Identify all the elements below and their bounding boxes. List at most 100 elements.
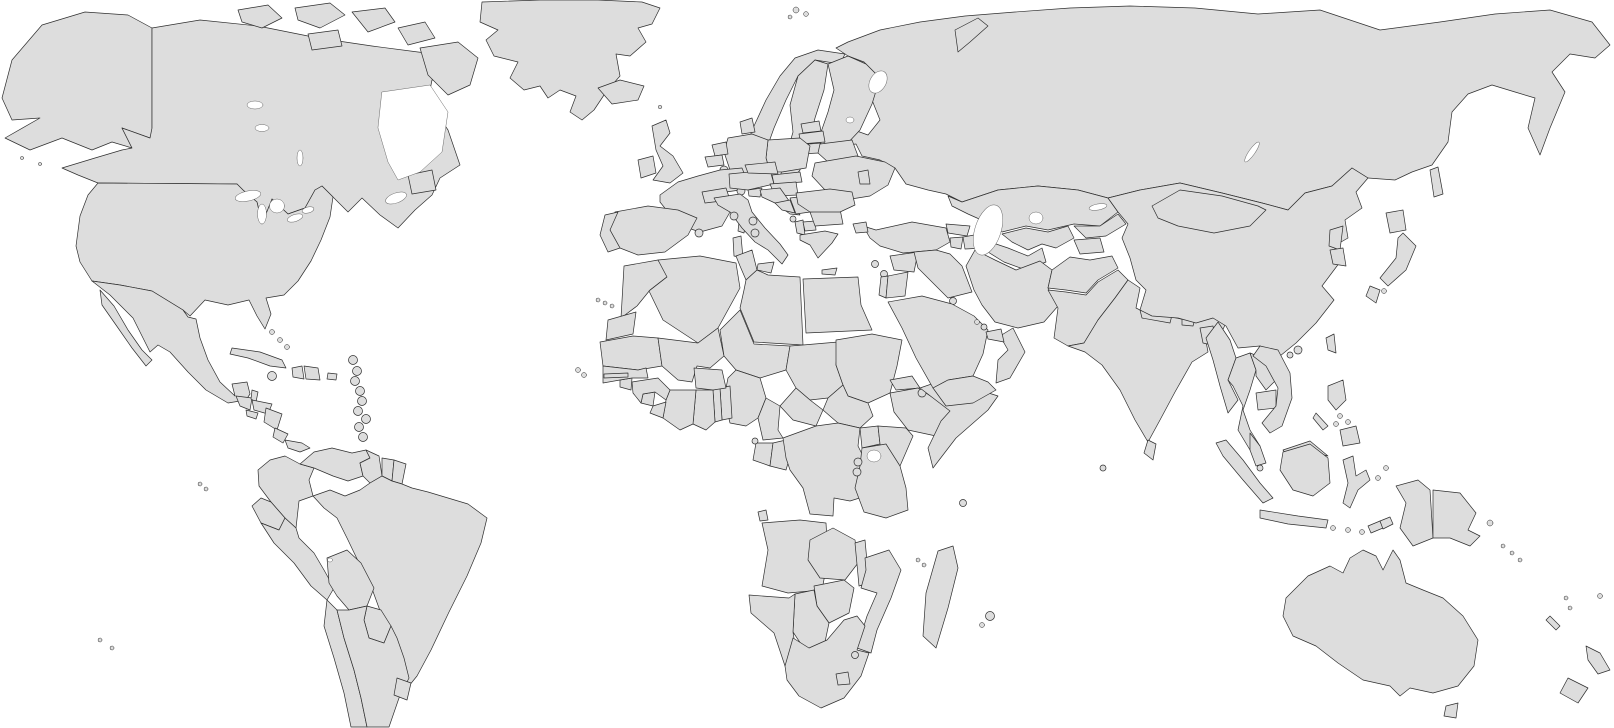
country-slovenia[interactable] [747,187,763,198]
country-south-africa[interactable] [784,615,870,709]
country-mali[interactable] [657,327,725,383]
svalbard[interactable] [787,14,793,20]
country-zambia[interactable] [807,527,859,581]
country-united-kingdom[interactable] [651,119,684,184]
country-moldova[interactable] [857,169,871,185]
marker-andorra[interactable] [694,228,704,238]
novaya-zemlya[interactable] [954,17,989,53]
marker-hong-kong[interactable] [1293,345,1303,355]
marker-montenegro[interactable] [789,215,797,223]
philippines-mindanao[interactable] [1339,425,1361,447]
country-guinea[interactable] [631,377,671,404]
country-dominican-republic[interactable] [303,365,321,381]
country-gambia[interactable] [603,372,629,379]
country-armenia[interactable] [949,236,964,250]
marker-seychelles[interactable] [959,499,967,507]
country-uae[interactable] [985,328,1005,343]
country-panama[interactable] [284,439,311,453]
country-taiwan[interactable] [1325,333,1337,354]
country-iraq[interactable] [913,249,973,299]
marker-bahrain[interactable] [974,319,980,325]
crete[interactable] [821,267,838,276]
country-mauritania[interactable] [599,335,663,371]
country-russia[interactable] [825,5,1611,211]
marker-martinique[interactable] [355,386,365,396]
japan-honshu[interactable] [1379,232,1417,287]
indonesia-kalimantan[interactable] [1279,443,1331,497]
marker-cape-verde[interactable] [575,367,581,373]
country-guyana[interactable] [359,449,383,484]
tasmania[interactable] [1443,702,1459,719]
marker-dominica[interactable] [352,366,362,376]
country-north-macedonia[interactable] [802,220,817,232]
country-ireland[interactable] [637,155,657,179]
country-el-salvador[interactable] [245,409,259,420]
marker-grenada[interactable] [354,422,364,432]
marker-equatorial-guinea[interactable] [751,437,759,445]
banks-island[interactable] [307,29,343,51]
newfoundland[interactable] [407,169,437,195]
marker-jamaica[interactable] [267,371,277,381]
marker-st-vincent[interactable] [353,406,363,416]
country-greenland[interactable] [479,0,661,121]
marker-solomon-islands[interactable] [1517,557,1523,563]
philippines-visayas[interactable] [1333,421,1339,427]
country-portugal[interactable] [599,211,621,253]
country-peru[interactable] [260,517,335,601]
country-uruguay[interactable] [393,677,412,701]
aleutian-islands[interactable] [38,162,42,166]
country-nigeria[interactable] [723,369,767,427]
country-syria[interactable] [889,251,919,273]
marker-vanuatu[interactable] [1567,605,1573,611]
country-netherlands[interactable] [711,141,729,157]
country-turkmenistan[interactable] [983,239,1047,271]
country-papua-new-guinea[interactable] [1432,489,1481,547]
japan-hokkaido[interactable] [1385,209,1407,234]
marker-qatar[interactable] [980,323,988,331]
country-greece[interactable] [799,230,839,259]
japan-kyushu[interactable] [1365,285,1381,304]
indonesia-papua[interactable] [1395,479,1434,547]
marker-macau[interactable] [1286,351,1294,359]
indonesia-moluccas[interactable] [1383,465,1389,471]
canary-islands[interactable] [602,300,608,306]
country-haiti[interactable] [291,365,305,380]
turkey-thrace[interactable] [852,221,869,234]
country-afghanistan[interactable] [1047,255,1119,294]
canada-arctic-island[interactable] [351,7,396,33]
philippines-visayas[interactable] [1337,413,1343,419]
canary-islands[interactable] [595,297,601,303]
indonesia-lesser-sunda[interactable] [1359,529,1365,535]
country-puerto-rico[interactable] [326,372,338,381]
country-mozambique[interactable] [856,549,902,654]
canary-islands[interactable] [609,303,615,309]
country-argentina[interactable] [336,605,410,728]
country-costa-rica[interactable] [272,427,289,444]
country-ghana[interactable] [692,389,716,431]
marker-eswatini[interactable] [851,651,859,659]
marker-cape-verde[interactable] [581,372,587,378]
country-malaysia-peninsular[interactable] [1249,432,1267,467]
indonesia-moluccas[interactable] [1375,475,1381,481]
marker-guadeloupe[interactable] [350,376,360,386]
marker-san-marino[interactable] [748,216,758,226]
marker-bahamas[interactable] [277,337,283,343]
country-tajikistan[interactable] [1073,237,1105,255]
country-myanmar[interactable] [1205,321,1239,414]
country-mongolia[interactable] [1151,189,1267,234]
country-cambodia[interactable] [1255,389,1277,411]
marker-french-polynesia[interactable] [109,645,115,651]
country-sri-lanka[interactable] [1143,439,1157,461]
marker-reunion[interactable] [979,622,985,628]
country-yemen[interactable] [932,375,997,407]
indonesia-lesser-sunda[interactable] [1345,527,1351,533]
marker-solomon-islands[interactable] [1509,550,1515,556]
country-romania[interactable] [795,188,856,213]
country-western-sahara[interactable] [605,311,637,341]
country-ukraine[interactable] [811,155,896,201]
sicily[interactable] [756,261,775,274]
marker-bahamas[interactable] [284,344,290,350]
marker-vatican[interactable] [750,228,760,238]
sakhalin[interactable] [1429,166,1444,198]
baja-california[interactable] [99,289,153,367]
